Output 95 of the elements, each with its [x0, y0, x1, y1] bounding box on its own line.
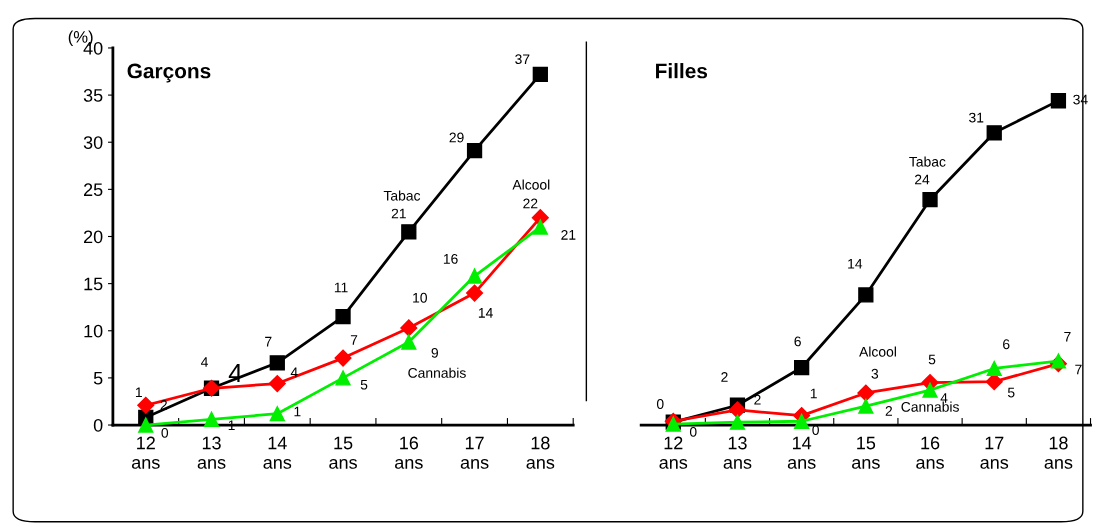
data-label: 9: [431, 347, 439, 358]
x-tick-label: 16 ans: [916, 436, 944, 469]
point: [466, 143, 483, 159]
y-tick-label: 20: [83, 230, 103, 244]
data-label: 7: [1064, 331, 1071, 342]
data-label: 6: [1003, 339, 1010, 350]
x-tick-label: 14 ans: [263, 436, 292, 469]
point: [728, 401, 747, 419]
data-label: 1: [135, 387, 142, 398]
data-label: 11: [334, 282, 348, 293]
x-tick-label: 12 ans: [131, 436, 160, 469]
data-label: 31: [969, 112, 984, 123]
point: [794, 413, 810, 429]
data-label: 4: [940, 393, 948, 403]
point: [269, 355, 285, 371]
point: [986, 360, 1002, 377]
data-label: 0: [656, 399, 664, 409]
x-tick-label: 16 ans: [395, 436, 423, 469]
data-label: 14: [848, 258, 863, 269]
point: [335, 308, 351, 325]
text: Filles: [656, 63, 708, 79]
x-tick-label: 15 ans: [852, 436, 880, 469]
data-label: 5: [928, 354, 936, 365]
point: [794, 359, 810, 376]
data-label: 29: [449, 132, 464, 143]
point: [1050, 93, 1067, 109]
point: [269, 406, 285, 422]
point: [1050, 353, 1067, 369]
point: [922, 382, 938, 398]
x-tick-label: 13 ans: [197, 436, 226, 469]
y-tick-label: 15: [84, 277, 103, 291]
annotation: Tabac: [383, 190, 421, 201]
x-tick-label: 13 ans: [723, 436, 752, 469]
data-label: 6: [794, 336, 801, 347]
y-tick-label: 30: [83, 136, 103, 149]
data-label: 2: [885, 406, 893, 416]
data-label: 7: [265, 336, 272, 347]
data-label: 1: [294, 406, 301, 417]
x-tick-label: 17 ans: [980, 436, 1009, 469]
point: [334, 349, 352, 367]
point: [858, 287, 874, 303]
point: [986, 125, 1002, 141]
data-label: 21: [561, 229, 576, 240]
data-label: 37: [515, 54, 530, 65]
point: [466, 268, 483, 284]
data-label: 10: [413, 292, 427, 303]
y-tick-label: 10: [84, 324, 103, 338]
point: [400, 319, 418, 337]
x-tick-label: 15 ans: [329, 436, 357, 469]
point: [335, 370, 351, 386]
data-label: 0: [689, 426, 697, 437]
annotation: Alcool: [512, 179, 550, 190]
annotation: Cannabis: [408, 367, 466, 378]
point: [532, 219, 548, 235]
data-label: 2: [754, 394, 761, 405]
data-label: 4: [200, 357, 208, 367]
point: [401, 224, 417, 240]
data-label: 2: [721, 372, 728, 382]
point: [401, 334, 417, 350]
data-label: 5: [360, 379, 368, 390]
x-tick-label: 17 ans: [460, 436, 489, 469]
point: [857, 384, 875, 402]
x-tick-label: 14 ans: [787, 436, 816, 469]
point: [466, 284, 484, 302]
annotation: Tabac: [909, 156, 946, 167]
data-label: 0: [161, 427, 169, 438]
point: [532, 66, 548, 82]
point: [858, 398, 874, 414]
data-label: 21: [391, 208, 406, 219]
data-label: 16: [443, 253, 458, 264]
y-tick-label: 35: [83, 89, 103, 102]
data-label: 5: [1007, 387, 1015, 398]
x-tick-label: 18 ans: [526, 436, 555, 469]
y-tick-label: 25: [83, 183, 103, 197]
x-tick-label: 18 ans: [1044, 436, 1073, 469]
x-tick-label: 12 ans: [659, 436, 688, 469]
data-label: 14: [478, 308, 493, 318]
point: [137, 396, 155, 414]
data-label: 3: [871, 368, 879, 379]
point: [138, 417, 154, 433]
data-label: 7: [350, 335, 358, 345]
data-label: 4: [290, 367, 298, 378]
data-label: 1: [810, 388, 817, 399]
data-label: 24: [915, 174, 930, 185]
annotation: Cannabis: [901, 401, 959, 412]
y-tick-label: 5: [93, 372, 103, 385]
point: [729, 414, 746, 430]
point: [268, 374, 286, 393]
text: Garçons: [127, 63, 211, 83]
data-label: 7: [1075, 364, 1082, 375]
point: [922, 192, 938, 208]
point: [203, 411, 220, 428]
annotation: Alcool: [859, 346, 896, 357]
y-tick-label: 0: [93, 418, 103, 432]
data-label: 22: [523, 198, 538, 209]
